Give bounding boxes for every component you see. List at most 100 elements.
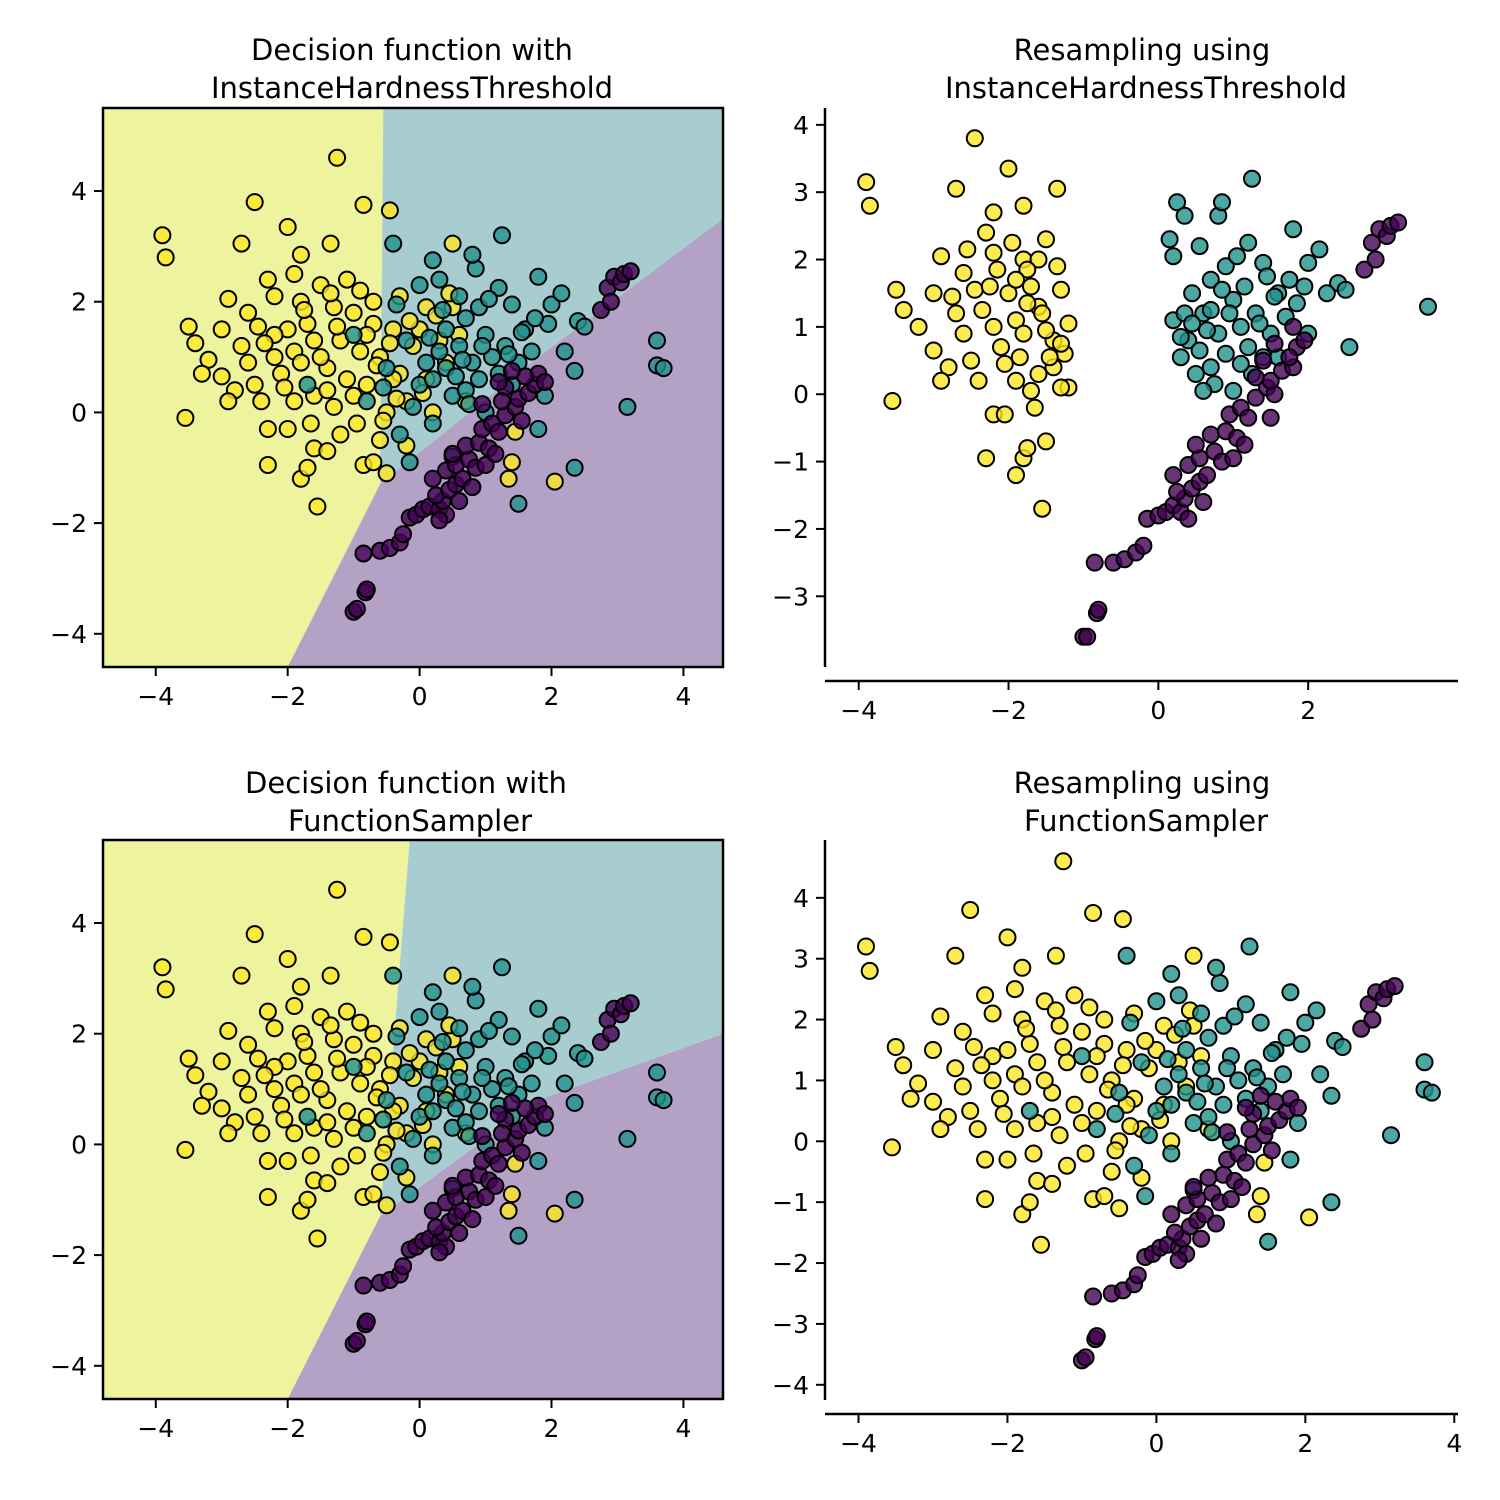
point-class2 <box>232 234 251 253</box>
point-class0 <box>489 1154 508 1173</box>
point-class1 <box>1274 1065 1292 1084</box>
point-class1 <box>1132 1053 1151 1072</box>
point-class1 <box>1280 270 1299 289</box>
point-class2 <box>1046 946 1065 965</box>
point-class2 <box>1121 1117 1140 1136</box>
point-class0 <box>1166 1223 1184 1242</box>
point-class1 <box>433 301 452 319</box>
point-class1 <box>1218 1059 1237 1078</box>
point-class2 <box>1136 1031 1155 1050</box>
point-class0 <box>394 1257 413 1276</box>
point-class0 <box>463 478 482 497</box>
x-tick-label: 2 <box>544 1414 560 1443</box>
scatter-points <box>857 129 1437 646</box>
point-class2 <box>857 937 875 956</box>
point-class2 <box>1014 324 1033 343</box>
point-class2 <box>212 1099 231 1118</box>
point-class2 <box>324 1129 343 1148</box>
point-class1 <box>456 1041 475 1060</box>
y-tick-label: 4 <box>71 177 87 206</box>
point-class0 <box>423 1201 442 1220</box>
point-class2 <box>1007 270 1025 289</box>
point-class2 <box>998 1041 1017 1059</box>
point-class2 <box>311 1080 330 1099</box>
point-class1 <box>1210 974 1229 992</box>
y-tick-label: 2 <box>71 288 87 317</box>
point-class1 <box>450 1019 469 1038</box>
y-tick-label: −3 <box>772 582 809 611</box>
point-class1 <box>565 1190 584 1209</box>
point-class0 <box>357 580 376 599</box>
x-tick-label: −4 <box>137 1414 174 1443</box>
point-class2 <box>894 1056 913 1075</box>
point-class1 <box>542 1027 561 1046</box>
point-class2 <box>924 1092 942 1111</box>
point-class2 <box>1058 1156 1076 1175</box>
point-class0 <box>489 373 508 391</box>
point-class1 <box>618 1129 637 1148</box>
point-class1 <box>1201 270 1220 289</box>
point-class2 <box>249 1049 267 1068</box>
point-class1 <box>1177 1041 1196 1059</box>
point-class2 <box>1028 1171 1047 1190</box>
point-class2 <box>1087 1047 1106 1066</box>
point-class0 <box>1179 509 1198 528</box>
point-class1 <box>575 1049 594 1068</box>
point-class2 <box>1065 1095 1084 1114</box>
point-class2 <box>1028 1053 1047 1072</box>
point-class2 <box>265 1019 284 1038</box>
point-class2 <box>291 977 310 996</box>
axes-frame <box>101 838 725 1401</box>
point-class2 <box>1033 304 1052 323</box>
point-class0 <box>1201 425 1220 444</box>
point-class1 <box>1136 1187 1155 1206</box>
point-class2 <box>186 1066 205 1085</box>
y-tick-label: −2 <box>50 509 87 538</box>
point-class2 <box>947 179 966 198</box>
point-class2 <box>219 1021 238 1040</box>
point-class1 <box>384 234 403 253</box>
point-class1 <box>1295 277 1314 296</box>
x-tick-label: 0 <box>412 1414 428 1443</box>
point-class2 <box>1054 852 1073 871</box>
point-class2 <box>212 1052 231 1071</box>
point-class2 <box>212 367 231 386</box>
point-class1 <box>1281 983 1300 1002</box>
point-class2 <box>321 1016 340 1035</box>
point-class2 <box>258 1188 277 1206</box>
point-class0 <box>443 444 462 463</box>
point-class2 <box>1029 250 1048 269</box>
point-class2 <box>954 264 973 282</box>
point-class1 <box>410 1008 429 1027</box>
point-class0 <box>601 292 620 311</box>
point-class2 <box>1013 958 1032 977</box>
point-class2 <box>291 245 310 264</box>
point-class2 <box>1052 280 1070 299</box>
point-class0 <box>493 392 511 411</box>
point-class2 <box>301 1146 320 1165</box>
point-class1 <box>430 1002 449 1021</box>
point-class0 <box>1236 1098 1255 1117</box>
point-class2 <box>285 392 304 411</box>
point-class2 <box>976 1150 995 1169</box>
y-tick-label: −1 <box>772 1188 809 1217</box>
point-class0 <box>1262 1141 1281 1160</box>
point-class2 <box>931 1007 950 1026</box>
point-class2 <box>964 1038 983 1056</box>
point-class1 <box>1235 277 1254 296</box>
point-class0 <box>394 525 413 544</box>
point-class1 <box>423 251 442 270</box>
point-class0 <box>1192 1229 1211 1248</box>
point-class2 <box>371 431 389 450</box>
point-class2 <box>894 301 913 319</box>
panel-title-line-1: Resampling using <box>1014 33 1271 67</box>
panel-title-line-2: FunctionSampler <box>288 804 532 838</box>
point-class2 <box>179 317 198 336</box>
point-class1 <box>1239 233 1258 252</box>
point-class2 <box>252 1124 271 1143</box>
point-class0 <box>535 1105 554 1123</box>
point-class1 <box>420 328 439 347</box>
point-class1 <box>1184 1114 1203 1132</box>
point-class1 <box>1281 1150 1300 1169</box>
point-class1 <box>1164 247 1183 266</box>
